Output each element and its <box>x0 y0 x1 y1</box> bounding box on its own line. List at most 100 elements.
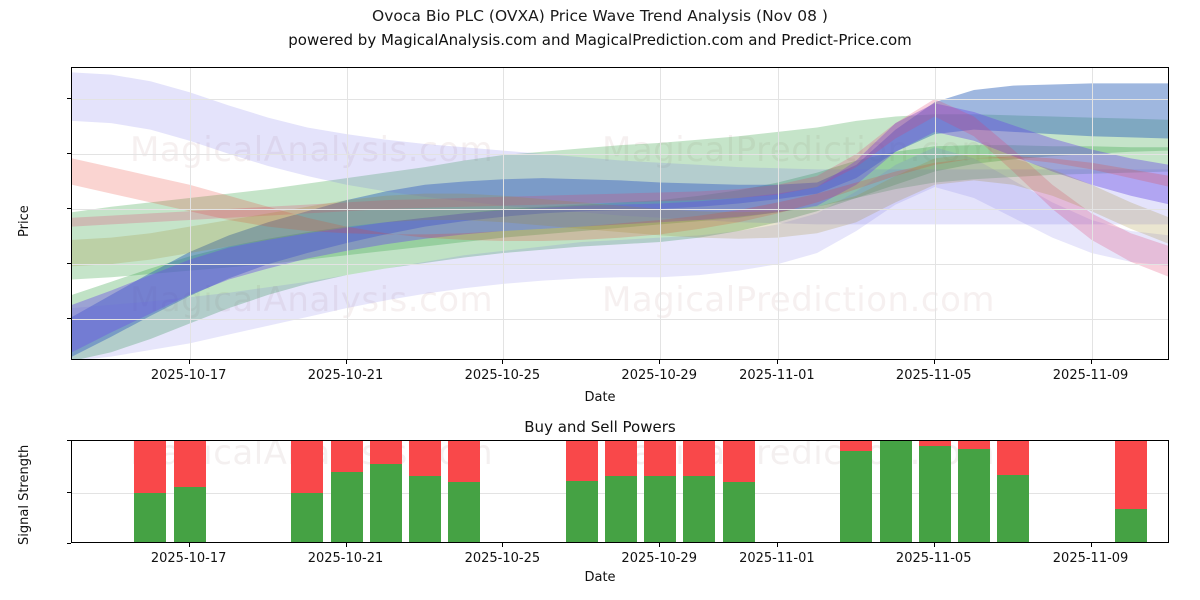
power-bar[interactable] <box>408 441 441 542</box>
power-bar[interactable] <box>369 441 402 542</box>
sell-power-segment <box>918 441 951 446</box>
power-bar[interactable] <box>448 441 481 542</box>
buy-power-segment <box>448 482 481 542</box>
price-y-tickmark <box>67 97 71 99</box>
price-x-tick: 2025-10-25 <box>464 368 541 383</box>
price-y-tickmark <box>67 207 71 209</box>
buy-power-segment <box>879 441 912 542</box>
gridline <box>660 68 662 359</box>
price-chart-plot-area[interactable]: MagicalAnalysis.com MagicalPrediction.co… <box>71 67 1169 360</box>
power-x-tick: 2025-10-17 <box>150 551 227 566</box>
power-x-tick: 2025-10-25 <box>464 551 541 566</box>
price-y-tick-labels: 10.010.511.011.512.0 <box>0 0 71 600</box>
price-x-tick: 2025-10-29 <box>621 368 697 383</box>
price-y-tickmark <box>67 263 71 265</box>
power-bar[interactable] <box>957 441 990 542</box>
price-band-olive-mid-band <box>72 153 1168 267</box>
gridline <box>189 68 191 359</box>
sell-power-segment <box>683 441 716 477</box>
power-bar[interactable] <box>918 441 951 542</box>
gridline <box>72 98 1168 100</box>
power-x-tickmark <box>933 543 935 547</box>
price-band-lavender-bottom-band <box>72 147 1168 359</box>
sell-power-segment <box>134 441 167 493</box>
power-x-tickmark <box>1090 543 1092 547</box>
chart-title-block: Ovoca Bio PLC (OVXA) Price Wave Trend An… <box>0 6 1200 26</box>
price-x-tickmark <box>502 360 504 364</box>
power-x-tick: 2025-10-29 <box>621 551 697 566</box>
sell-power-segment <box>408 441 441 477</box>
power-bar[interactable] <box>840 441 873 542</box>
power-bar[interactable] <box>722 441 755 542</box>
price-y-tickmark <box>67 152 71 154</box>
power-chart-title: Buy and Sell Powers <box>524 418 676 436</box>
sell-power-segment <box>1114 441 1147 510</box>
price-x-tick: 2025-11-01 <box>739 368 815 383</box>
price-band-red-left-wedge <box>72 156 1168 241</box>
buy-power-segment <box>605 476 637 542</box>
gridline <box>777 68 779 359</box>
power-x-tickmark <box>659 543 661 547</box>
power-chart-plot-area[interactable]: MagicalAnalysis.com MagicalPrediction.co… <box>71 440 1169 543</box>
power-bar[interactable] <box>1114 441 1147 542</box>
power-y-tickmark <box>67 491 71 493</box>
power-bar[interactable] <box>173 441 206 542</box>
price-x-tickmark <box>776 360 778 364</box>
price-x-tick: 2025-10-17 <box>150 368 227 383</box>
buy-power-segment <box>134 492 167 542</box>
price-x-tick: 2025-11-05 <box>895 368 972 383</box>
gridline <box>72 208 1168 210</box>
price-x-axis-label: Date <box>584 390 616 405</box>
sell-power-segment <box>644 441 677 477</box>
sell-power-segment <box>291 441 324 493</box>
price-band-green-wide-band <box>72 114 1168 280</box>
price-x-tickmark <box>933 360 935 364</box>
power-bar[interactable] <box>997 441 1030 542</box>
power-bar[interactable] <box>291 441 324 542</box>
gridline <box>72 264 1168 266</box>
power-y-tickmark <box>67 543 71 544</box>
sell-power-segment <box>565 441 598 482</box>
sell-power-segment <box>330 441 363 472</box>
power-x-tick: 2025-10-21 <box>307 551 384 566</box>
price-band-green-lower-band <box>72 145 1168 359</box>
price-x-tick: 2025-11-09 <box>1052 368 1129 383</box>
gridline <box>72 319 1168 321</box>
sell-power-segment <box>957 441 990 449</box>
buy-power-segment <box>369 463 402 542</box>
power-bar[interactable] <box>605 441 637 542</box>
price-wave-bands <box>72 72 1168 359</box>
price-x-tickmark <box>1090 360 1092 364</box>
power-x-tickmark <box>776 543 778 547</box>
gridline <box>503 68 505 359</box>
power-x-tickmark <box>502 543 504 547</box>
power-x-tickmark <box>188 543 190 547</box>
sell-power-segment <box>448 441 481 483</box>
gridline <box>346 68 348 359</box>
sell-power-segment <box>369 441 402 464</box>
gridline <box>1091 68 1093 359</box>
power-bar[interactable] <box>330 441 363 542</box>
buy-power-segment <box>1114 509 1147 542</box>
gridline <box>72 153 1168 155</box>
power-x-tickmark <box>345 543 347 547</box>
buy-power-segment <box>565 481 598 542</box>
price-band-lavender-top-band <box>72 72 1168 225</box>
price-band-blue-main-band <box>72 83 1168 357</box>
buy-power-segment <box>683 476 716 542</box>
buy-power-segment <box>291 492 324 542</box>
power-x-tick: 2025-11-09 <box>1052 551 1129 566</box>
power-bar[interactable] <box>134 441 167 542</box>
price-x-tickmark <box>659 360 661 364</box>
power-bar[interactable] <box>644 441 677 542</box>
power-bar[interactable] <box>565 441 598 542</box>
page-subtitle: powered by MagicalAnalysis.com and Magic… <box>288 31 912 49</box>
power-bar[interactable] <box>879 441 912 542</box>
sell-power-segment <box>173 441 206 487</box>
buy-power-segment <box>330 471 363 542</box>
power-y-axis-label: Signal Strength <box>17 444 32 545</box>
sell-power-segment <box>722 441 755 482</box>
power-x-tick: 2025-11-01 <box>739 551 815 566</box>
buy-power-segment <box>722 481 755 542</box>
power-bar[interactable] <box>683 441 716 542</box>
